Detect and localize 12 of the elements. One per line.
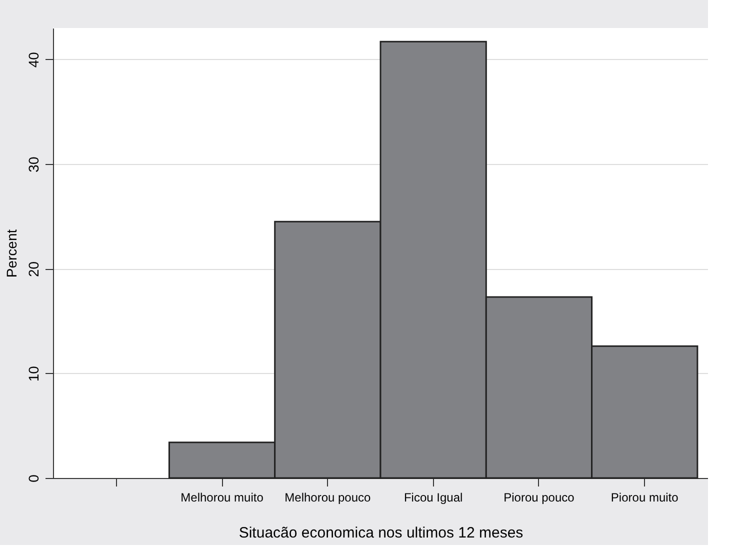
x-tick-label: Piorou pouco	[504, 490, 575, 504]
y-axis-title: Percent	[4, 229, 20, 278]
y-tick-label: 20	[26, 261, 42, 277]
x-tick-label: Ficou Igual	[404, 490, 463, 504]
y-tick-label: 10	[26, 366, 42, 382]
x-tick-label: Melhorou muito	[180, 490, 264, 504]
x-tick-label: Melhorou pouco	[284, 490, 372, 504]
y-tick-label: 30	[26, 156, 42, 172]
y-tick-label: 40	[26, 52, 42, 68]
x-axis-title: Situacão economica nos ultimos 12 meses	[238, 524, 524, 542]
x-tick-label: Piorou muito	[610, 490, 679, 504]
y-tick-label: 0	[26, 474, 42, 482]
